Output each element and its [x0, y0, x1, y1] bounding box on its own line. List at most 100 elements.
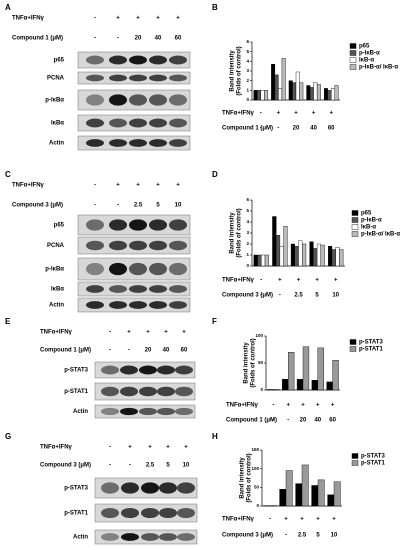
treatment-cell: 10	[175, 203, 182, 209]
blot-band	[169, 55, 187, 65]
treatment-cell: -	[94, 16, 96, 22]
blot-band	[86, 301, 104, 309]
band-label: p65	[54, 58, 65, 64]
blot-band	[129, 55, 147, 65]
treatment-cell: 60	[181, 348, 188, 354]
treatment-cell: +	[332, 517, 336, 523]
legend-swatch	[349, 43, 357, 49]
blot-band	[149, 55, 167, 65]
blot-band	[86, 74, 104, 82]
y-tick-label: 4	[246, 59, 249, 64]
bar	[271, 64, 276, 101]
treatment-cell: +	[286, 403, 290, 409]
blot-band	[86, 240, 104, 251]
treatment-label: TNFα+IFNγ	[40, 330, 73, 336]
blot-band	[120, 407, 138, 416]
treatment-cell: -	[117, 203, 119, 209]
blot-band	[109, 285, 127, 293]
treatment-cell: +	[315, 278, 319, 284]
y-tick-label: 3	[246, 230, 249, 235]
band-label: Actin	[73, 409, 88, 415]
bar	[275, 234, 281, 267]
legend-label: p65	[361, 211, 372, 217]
treatment-cell: 40	[314, 418, 321, 424]
treatment-cell: 2.5	[146, 463, 155, 469]
treatment-cell: 20	[293, 126, 300, 132]
y-tick-label: 5	[246, 49, 249, 54]
treatment-label: TNFα+IFNγ	[12, 16, 45, 22]
legend-swatch	[349, 346, 357, 352]
y-axis-label: (Folds of control)	[237, 208, 243, 257]
treatment-cell: 20	[145, 348, 152, 354]
band-label: p-STAT1	[64, 389, 88, 395]
blot-band	[169, 301, 187, 309]
treatment-cell: +	[127, 330, 131, 336]
blot-band	[175, 407, 193, 416]
bar	[333, 481, 341, 507]
blot-band	[157, 365, 175, 375]
blot-band	[109, 219, 127, 231]
bar	[267, 389, 274, 391]
legend-label: p-STAT3	[361, 454, 385, 460]
panel-letter: C	[5, 170, 11, 179]
treatment-cell: +	[331, 403, 335, 409]
legend-swatch	[349, 50, 357, 56]
legend-swatch	[351, 453, 359, 459]
treatment-cell: +	[136, 16, 140, 22]
bar	[260, 90, 265, 101]
bar	[328, 245, 333, 267]
blot-band	[109, 55, 127, 65]
treatment-cell: +	[176, 183, 180, 189]
bar	[253, 254, 258, 267]
bar	[334, 85, 339, 101]
blot-band	[169, 118, 187, 128]
bar	[288, 352, 295, 391]
treatment-cell: +	[297, 278, 301, 284]
blot-band	[120, 365, 138, 375]
y-tick-label: 0	[260, 387, 263, 392]
treatment-label: TNFα+IFNγ	[226, 403, 259, 409]
treatment-cell: -	[285, 533, 287, 539]
bar	[301, 464, 309, 507]
blot-band	[86, 262, 104, 276]
bar	[294, 245, 299, 267]
bar	[296, 379, 304, 391]
treatment-cell: 40	[310, 126, 317, 132]
treatment-cell: 20	[135, 36, 142, 42]
blot-band	[149, 262, 167, 276]
treatment-label: Compound 3 (μM)	[12, 203, 63, 209]
bar	[295, 71, 300, 101]
bar	[295, 483, 303, 507]
y-tick-label: 6	[246, 197, 249, 202]
panel-letter: A	[5, 3, 11, 12]
panel-letter: B	[212, 3, 218, 12]
treatment-cell: -	[277, 126, 279, 132]
blot-band	[86, 55, 104, 65]
y-tick-label: 4	[246, 219, 249, 224]
legend-label: p-IκB-α/ IκB-α	[359, 65, 398, 71]
blot-band	[169, 94, 187, 106]
bar	[335, 247, 340, 267]
blot-band	[149, 94, 167, 106]
band-label: p-STAT1	[64, 511, 88, 517]
bar	[317, 347, 324, 391]
blot-band	[109, 240, 127, 251]
treatment-cell: +	[176, 16, 180, 22]
bar	[311, 380, 319, 391]
legend-swatch	[349, 57, 357, 63]
band-label: Actin	[49, 141, 64, 147]
bar	[311, 485, 319, 507]
bar	[282, 379, 289, 391]
band-label: PCNA	[47, 243, 65, 249]
y-tick-label: 2	[246, 241, 249, 246]
bar	[326, 381, 333, 391]
blot-band	[129, 262, 147, 276]
blot-band	[129, 285, 147, 293]
blot-band	[86, 94, 104, 106]
treatment-cell: 60	[175, 36, 182, 42]
bar	[285, 470, 293, 507]
blot-band	[101, 533, 119, 541]
bar	[261, 254, 266, 267]
treatment-label: TNFα+IFNγ	[222, 517, 255, 523]
